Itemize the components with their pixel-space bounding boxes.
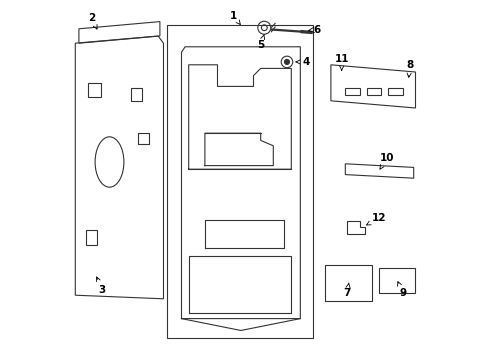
Text: 2: 2 [88, 13, 97, 29]
Text: 4: 4 [295, 57, 309, 67]
Text: 7: 7 [343, 283, 350, 298]
Text: 10: 10 [379, 153, 393, 169]
Circle shape [284, 59, 289, 64]
Text: 11: 11 [334, 54, 348, 70]
Text: 1: 1 [230, 11, 240, 24]
Text: 5: 5 [257, 35, 264, 50]
Text: 8: 8 [406, 60, 413, 77]
Text: 12: 12 [366, 213, 386, 225]
Text: 3: 3 [96, 277, 106, 295]
Text: 6: 6 [312, 25, 320, 35]
Text: 9: 9 [397, 282, 406, 298]
